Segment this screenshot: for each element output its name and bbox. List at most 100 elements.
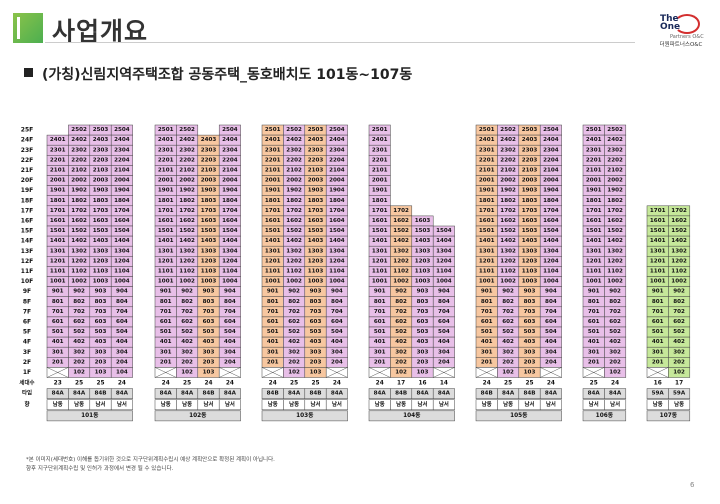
unit-number: 2203 (308, 157, 324, 163)
unit-number: 2304 (114, 147, 130, 153)
unit-number: 1704 (329, 208, 345, 214)
unit-number: 1304 (222, 248, 238, 254)
unit-number: 2202 (607, 157, 623, 163)
unit-number: 2201 (50, 157, 66, 163)
unit-number: 1601 (158, 218, 174, 224)
unit-number: 1802 (71, 198, 87, 204)
unit-number: 1303 (93, 248, 109, 254)
unit-number: 1002 (286, 279, 302, 285)
unit-count: 24 (118, 381, 126, 387)
unit-number: 1201 (265, 258, 281, 264)
unit-number: 1603 (308, 218, 324, 224)
unit-count: 24 (226, 381, 234, 387)
header-divider (45, 42, 635, 43)
empty-cell-cross (433, 367, 455, 378)
unit-number: 403 (310, 339, 322, 345)
unit-number: 1404 (222, 238, 238, 244)
unit-number: 1201 (586, 258, 602, 264)
unit-number: 2204 (222, 157, 238, 163)
unit-number: 103 (95, 369, 107, 375)
building-name-cell (646, 410, 691, 422)
unit-number: 102 (673, 369, 685, 375)
unit-count: 16 (654, 381, 662, 387)
unit-number: 2002 (179, 178, 195, 184)
unit-number: 504 (545, 329, 557, 335)
unit-number: 501 (52, 329, 64, 335)
unit-number: 2101 (50, 167, 66, 173)
unit-number: 1803 (308, 198, 324, 204)
unit-type: 59A (673, 391, 686, 397)
unit-number: 102 (73, 369, 85, 375)
logo-swirl-icon (674, 14, 700, 34)
floor-label: 2F (23, 359, 31, 366)
floor-label: 9F (23, 288, 31, 295)
building-name: 102동 (189, 411, 207, 419)
unit-number: 1402 (393, 238, 409, 244)
unit-number: 1301 (50, 248, 66, 254)
unit-number: 201 (588, 359, 600, 365)
unit-number: 803 (203, 299, 215, 305)
unit-number: 1502 (671, 228, 687, 234)
header-accent-bar (13, 13, 43, 43)
type-cell (110, 388, 133, 399)
unit-number: 1001 (650, 279, 666, 285)
unit-count: 17 (397, 381, 405, 387)
unit-number: 2104 (222, 167, 238, 173)
unit-number: 1701 (650, 208, 666, 214)
building-name-cell (475, 410, 562, 422)
unit-number: 1702 (393, 208, 409, 214)
unit-number: 1201 (50, 258, 66, 264)
building-name-cell (368, 410, 455, 422)
unit-number: 1604 (222, 218, 238, 224)
floor-label: 14F (21, 238, 33, 245)
unit-number: 2003 (308, 178, 324, 184)
unit-number: 801 (374, 299, 386, 305)
unit-number: 204 (224, 359, 236, 365)
unit-type: 84A (52, 391, 65, 397)
unit-number: 1104 (543, 268, 559, 274)
building-name: 104동 (403, 411, 421, 419)
unit-number: 2401 (479, 137, 495, 143)
empty-cell-cross (219, 367, 241, 378)
unit-number: 801 (481, 299, 493, 305)
unit-number: 801 (160, 299, 172, 305)
unit-number: 102 (609, 369, 621, 375)
unit-number: 2404 (114, 137, 130, 143)
unit-number: 2203 (201, 157, 217, 163)
unit-number: 904 (331, 289, 343, 295)
unit-number: 2501 (586, 127, 602, 133)
unit-number: 601 (652, 319, 664, 325)
unit-number: 704 (116, 309, 128, 315)
floor-label: 3F (23, 349, 31, 356)
unit-number: 1202 (71, 258, 87, 264)
unit-number: 1001 (372, 279, 388, 285)
unit-number: 102 (502, 369, 514, 375)
unit-number: 1201 (158, 258, 174, 264)
unit-count: 24 (333, 381, 341, 387)
unit-number: 1302 (286, 248, 302, 254)
unit-number: 1703 (93, 208, 109, 214)
unit-number: 202 (673, 359, 685, 365)
unit-number: 602 (288, 319, 300, 325)
unit-number: 2302 (286, 147, 302, 153)
unit-number: 1501 (265, 228, 281, 234)
unit-number: 401 (267, 339, 279, 345)
bullet-square-icon (24, 68, 33, 77)
unit-number: 102 (288, 369, 300, 375)
unit-number: 1403 (522, 238, 538, 244)
unit-number: 2101 (586, 167, 602, 173)
unit-number: 1701 (50, 208, 66, 214)
unit-number: 701 (374, 309, 386, 315)
unit-number: 402 (181, 339, 193, 345)
unit-number: 2103 (93, 167, 109, 173)
unit-number: 1403 (93, 238, 109, 244)
unit-number: 601 (374, 319, 386, 325)
unit-number: 1703 (308, 208, 324, 214)
logo-line4: 더원파트너스O&C (659, 42, 703, 48)
unit-number: 304 (438, 349, 450, 355)
unit-type: 84B (94, 391, 106, 397)
unit-number: 201 (481, 359, 493, 365)
unit-number: 1301 (372, 248, 388, 254)
unit-number: 902 (673, 289, 685, 295)
